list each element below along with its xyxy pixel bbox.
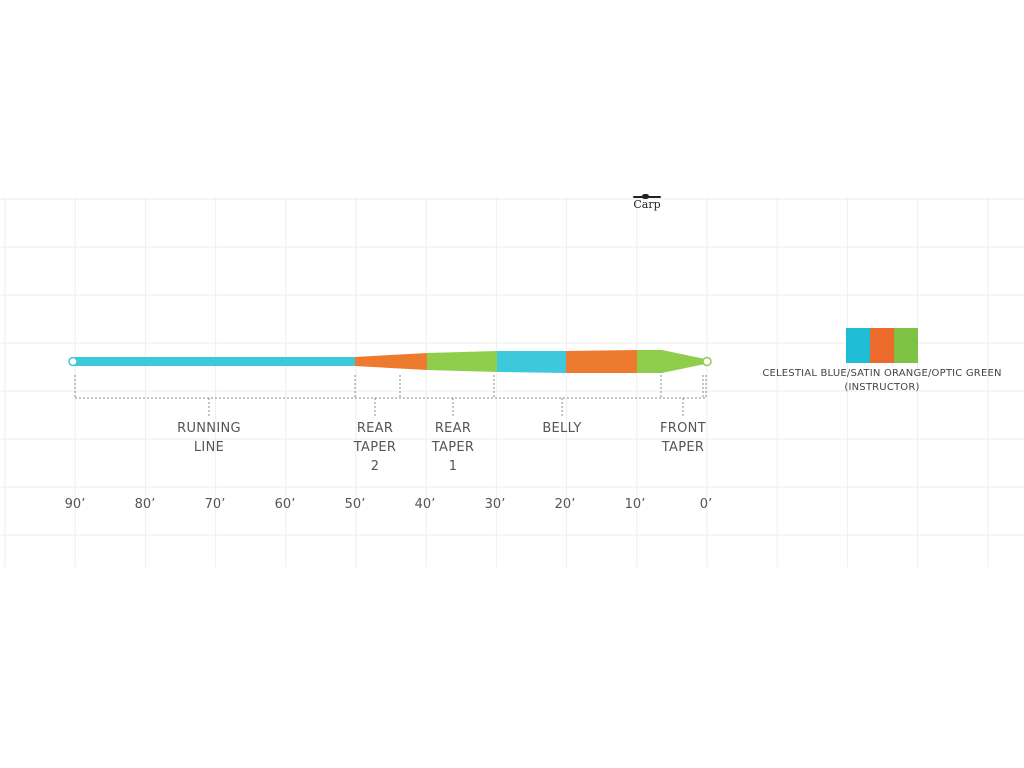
running-line-segment [75, 357, 355, 366]
label-text: TAPER [353, 440, 397, 455]
rear-taper-2-segment [355, 353, 427, 370]
legend-line-type: (INSTRUCTOR) [844, 382, 920, 393]
front-taper-segment [637, 350, 705, 373]
tick-label: 40’ [414, 497, 436, 512]
belly-blue-segment [497, 351, 566, 373]
label-text: TAPER [661, 440, 705, 455]
belly-orange-segment [566, 350, 637, 373]
color-legend-text: CELESTIAL BLUE/SATIN ORANGE/OPTIC GREEN … [762, 367, 1002, 395]
label-rear-taper-1: REAR TAPER 1 [423, 419, 483, 476]
rear-taper-1-segment [427, 351, 497, 372]
legend-color-name: CELESTIAL BLUE/SATIN ORANGE/OPTIC GREEN [762, 368, 1002, 379]
label-text: RUNNING [177, 421, 241, 436]
rear-loop [68, 356, 78, 367]
color-swatch [846, 328, 918, 363]
label-text: 2 [370, 459, 380, 474]
tick-label: 30’ [484, 497, 506, 512]
tick-label: 90’ [64, 497, 86, 512]
brand-name: Carp [633, 198, 661, 211]
tick-label: 10’ [624, 497, 646, 512]
tick-label: 60’ [274, 497, 296, 512]
tick-label: 80’ [134, 497, 156, 512]
label-text: LINE [193, 440, 225, 455]
label-text: FRONT [660, 421, 706, 436]
swatch-satin-orange [870, 328, 894, 363]
tick-label: 50’ [344, 497, 366, 512]
fish-icon [633, 194, 661, 199]
background-grid [0, 197, 1024, 567]
front-loop [702, 356, 712, 367]
label-running-line: RUNNING LINE [169, 419, 249, 457]
label-belly: BELLY [527, 419, 597, 438]
label-front-taper: FRONT TAPER [648, 419, 718, 457]
label-text: TAPER [431, 440, 475, 455]
brand-logo: Carp [630, 194, 664, 211]
section-brackets [74, 375, 707, 418]
label-text: 1 [448, 459, 458, 474]
label-text: BELLY [542, 421, 582, 436]
tick-label: 20’ [554, 497, 576, 512]
tick-label: 70’ [204, 497, 226, 512]
tick-label: 0’ [699, 497, 713, 512]
label-rear-taper-2: REAR TAPER 2 [345, 419, 405, 476]
label-text: REAR [434, 421, 472, 436]
swatch-optic-green [894, 328, 918, 363]
swatch-celestial-blue [846, 328, 870, 363]
label-text: REAR [356, 421, 394, 436]
